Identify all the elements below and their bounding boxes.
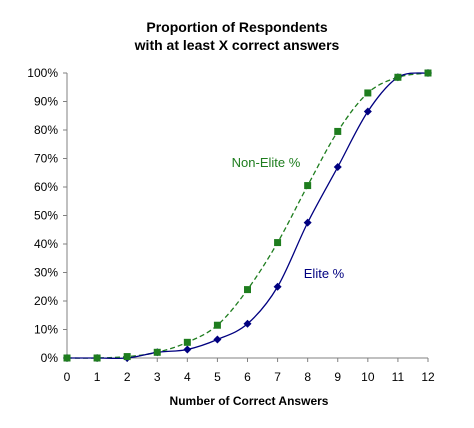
y-tick-label: 20% — [34, 294, 58, 308]
x-tick-label: 5 — [214, 370, 221, 384]
data-point-non-elite — [213, 321, 221, 329]
x-tick-label: 2 — [124, 370, 131, 384]
data-point-non-elite — [183, 338, 191, 346]
chart-title-line-2: with at least X correct answers — [134, 37, 340, 53]
x-tick-label: 9 — [334, 370, 341, 384]
y-tick-label: 60% — [34, 180, 58, 194]
y-tick-label: 0% — [41, 351, 59, 365]
data-point-non-elite — [364, 89, 372, 97]
data-point-elite — [363, 107, 372, 116]
x-tick-label: 3 — [154, 370, 161, 384]
x-tick-label: 6 — [244, 370, 251, 384]
y-tick-label: 40% — [34, 237, 58, 251]
x-tick-label: 1 — [94, 370, 101, 384]
data-point-non-elite — [244, 286, 251, 294]
series-label-elite: Elite % — [304, 266, 345, 281]
y-tick-label: 50% — [34, 209, 58, 223]
x-tick-label: 10 — [361, 370, 375, 384]
data-point-elite — [213, 335, 222, 344]
x-axis-title: Number of Correct Answers — [170, 394, 329, 408]
series-line-non-elite — [66, 72, 429, 359]
y-tick-label: 80% — [34, 123, 58, 137]
y-tick-label: 30% — [34, 266, 58, 280]
series-label-non-elite: Non-Elite % — [232, 155, 301, 170]
x-axis-ticks: 0 1 2 3 4 5 6 7 8 9 10 11 12 — [64, 358, 435, 384]
data-point-non-elite — [274, 239, 282, 247]
series-line-elite — [67, 72, 429, 360]
data-point-elite — [303, 218, 312, 227]
data-point-non-elite — [394, 73, 402, 81]
data-point-non-elite — [123, 353, 131, 361]
data-point-non-elite — [63, 354, 71, 362]
x-tick-label: 4 — [184, 370, 191, 384]
x-tick-label: 7 — [274, 370, 281, 384]
y-tick-label: 70% — [34, 152, 58, 166]
chart-title-line-1: Proportion of Respondents — [146, 19, 327, 35]
data-point-non-elite — [153, 348, 161, 356]
x-tick-label: 0 — [64, 370, 71, 384]
series-markers — [63, 69, 432, 362]
data-point-elite — [183, 345, 192, 354]
x-tick-label: 11 — [392, 370, 405, 384]
data-point-non-elite — [93, 354, 101, 362]
data-point-elite — [273, 282, 282, 291]
data-point-elite — [243, 319, 252, 328]
y-tick-label: 10% — [34, 323, 58, 337]
y-tick-label: 90% — [34, 95, 58, 109]
y-axis-ticks: 0% 10% 20% 30% 40% 50% 60% 70% 80% 90% 100% — [27, 66, 67, 365]
axes — [66, 73, 428, 359]
x-tick-label: 12 — [421, 370, 435, 384]
y-tick-label: 100% — [27, 66, 58, 80]
data-point-elite — [333, 163, 342, 172]
series-lines — [66, 72, 429, 360]
data-point-non-elite — [334, 127, 342, 135]
data-point-non-elite — [304, 182, 312, 190]
data-point-non-elite — [424, 69, 432, 77]
x-tick-label: 8 — [304, 370, 311, 384]
